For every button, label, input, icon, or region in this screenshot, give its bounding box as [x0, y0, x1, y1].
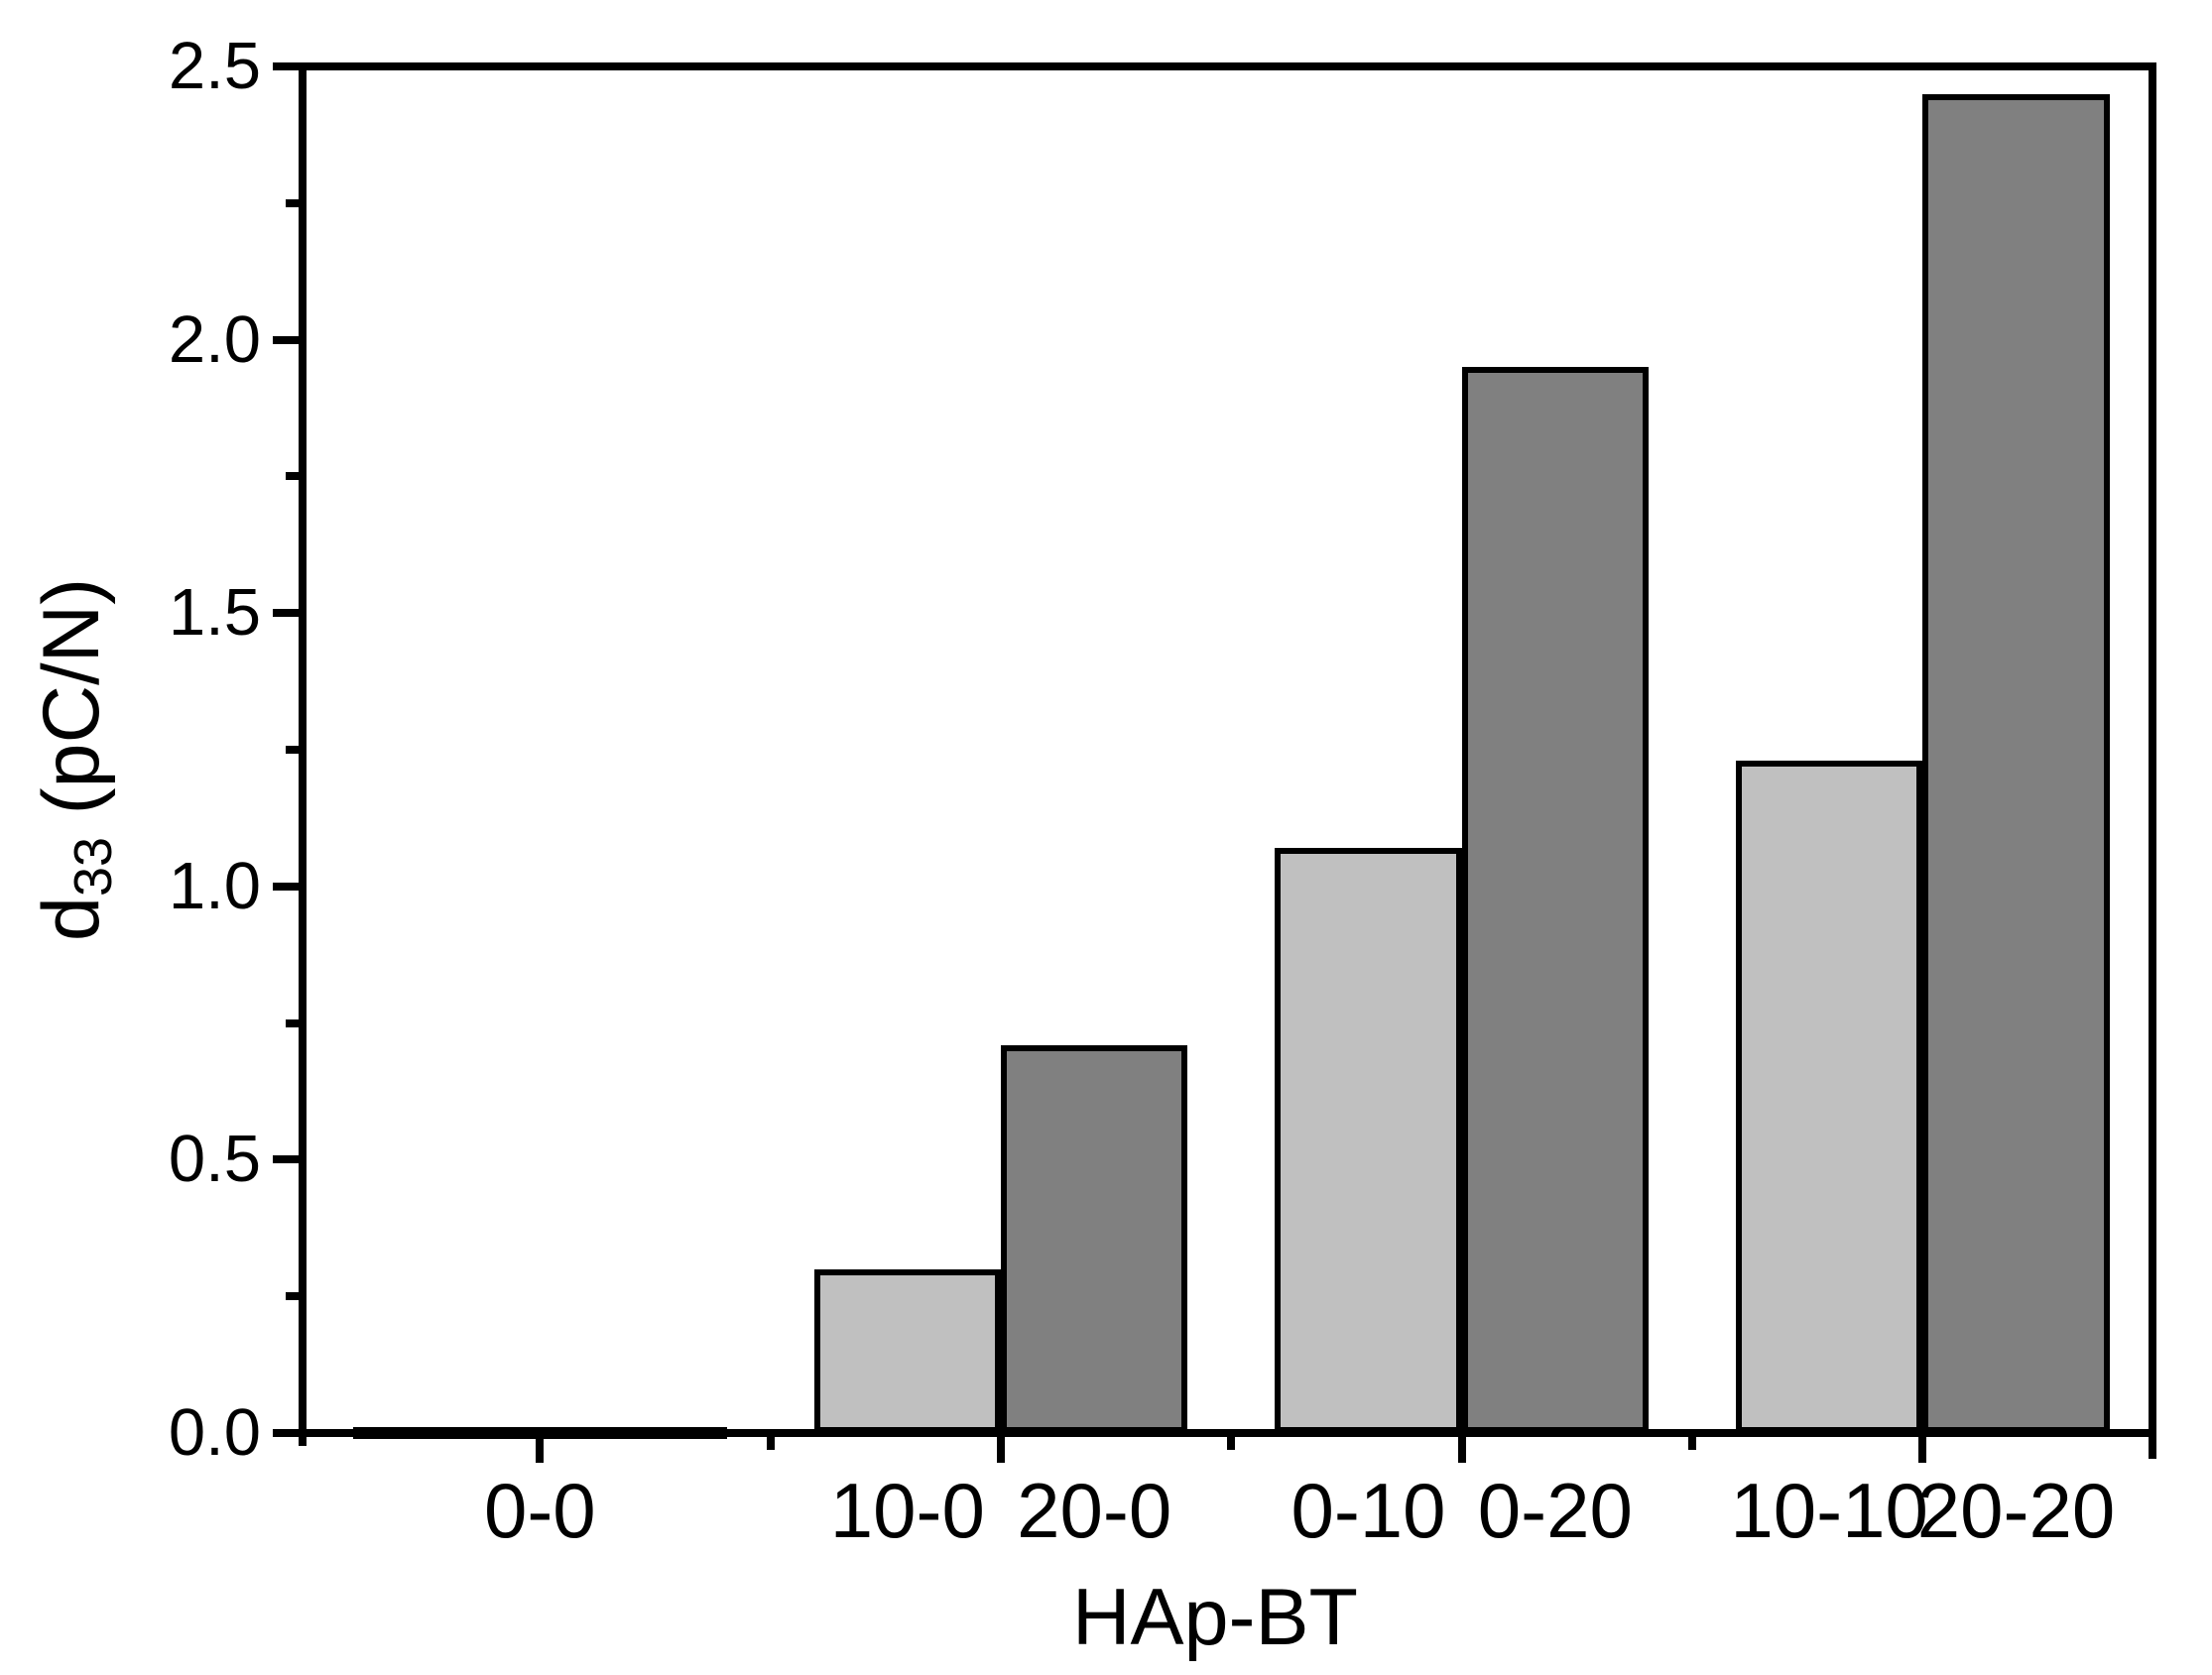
y-minor-tick — [286, 1292, 299, 1301]
y-major-tick — [273, 882, 299, 891]
bar-20-0-dark — [1001, 1044, 1188, 1433]
x-major-tick — [536, 1437, 545, 1463]
x-minor-tick — [1227, 1437, 1236, 1450]
x-tick-label: 20-20 — [1916, 1467, 2116, 1554]
bar-10-0-light — [813, 1268, 1001, 1433]
axis-top-frame — [299, 62, 2156, 70]
x-minor-tick — [766, 1437, 775, 1450]
axis-x — [299, 1429, 2156, 1437]
x-major-tick — [997, 1437, 1005, 1463]
y-minor-tick — [286, 198, 299, 207]
axis-y — [299, 62, 307, 1446]
x-tick-label: 20-0 — [1017, 1467, 1172, 1554]
axis-right-frame — [2149, 62, 2156, 1459]
bar-10-10-light — [1736, 761, 1923, 1433]
y-minor-tick — [286, 746, 299, 754]
y-tick-label: 1.0 — [168, 848, 261, 923]
y-tick-label: 2.5 — [168, 29, 261, 103]
y-tick-label: 0.5 — [168, 1122, 261, 1197]
y-tick-label: 2.0 — [168, 301, 261, 377]
y-major-tick — [273, 609, 299, 618]
y-major-tick — [273, 62, 299, 70]
y-major-tick — [273, 335, 299, 344]
x-tick-label: 0-0 — [483, 1467, 596, 1554]
y-axis-title: d 33 (pC/N) — [12, 413, 131, 1107]
bar-0-10-light — [1275, 848, 1462, 1433]
y-minor-tick — [286, 472, 299, 481]
y-tick-label: 0.0 — [168, 1395, 261, 1470]
y-minor-tick — [286, 1018, 299, 1027]
x-major-tick — [1457, 1437, 1466, 1463]
y-major-tick — [273, 1155, 299, 1164]
x-tick-label: 0-10 — [1290, 1467, 1446, 1554]
x-axis-title: HAp-BT — [1071, 1573, 1359, 1662]
y-tick-label: 1.5 — [168, 575, 261, 651]
y-major-tick — [273, 1429, 299, 1437]
x-tick-label: 0-20 — [1477, 1467, 1633, 1554]
x-tick-label: 10-10 — [1730, 1467, 1928, 1554]
x-tick-label: 10-0 — [829, 1467, 985, 1554]
x-major-tick — [1918, 1437, 1927, 1463]
bar-0-20-dark — [1461, 367, 1649, 1433]
bar-20-20-dark — [1922, 93, 2110, 1433]
x-minor-tick — [1688, 1437, 1696, 1450]
